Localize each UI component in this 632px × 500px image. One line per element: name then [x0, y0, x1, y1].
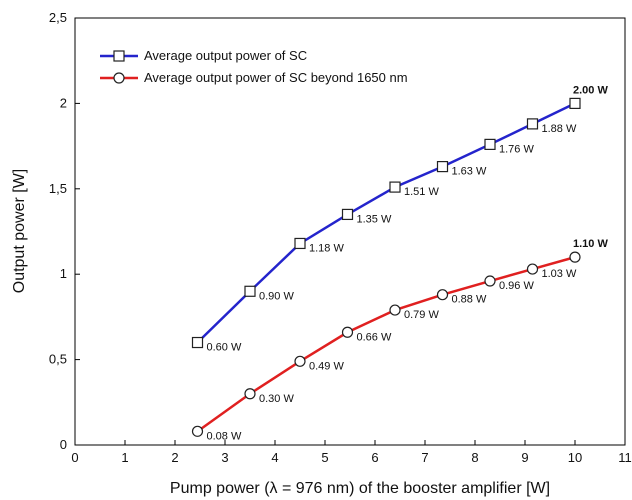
- data-label: 0.30 W: [259, 393, 294, 405]
- data-label: 2.00 W: [573, 84, 608, 96]
- x-tick-label: 1: [121, 450, 128, 465]
- data-point-circle: [341, 326, 354, 338]
- data-point-square: [294, 237, 306, 250]
- data-point-circle: [436, 289, 449, 301]
- y-tick-label: 1,5: [49, 181, 67, 196]
- y-tick-label: 2,5: [49, 10, 67, 25]
- data-point-square: [341, 208, 354, 221]
- y-tick-label: 0: [60, 437, 67, 452]
- data-label: 0.49 W: [309, 360, 344, 372]
- data-label: 1.18 W: [309, 242, 344, 254]
- x-tick-label: 9: [521, 450, 528, 465]
- data-label: 0.79 W: [404, 309, 439, 321]
- y-tick-label: 1: [60, 266, 67, 281]
- data-label: 1.03 W: [542, 268, 577, 280]
- x-tick-label: 3: [221, 450, 228, 465]
- data-label: 1.88 W: [542, 123, 577, 135]
- data-label: 1.35 W: [357, 213, 392, 225]
- data-label: 0.60 W: [207, 342, 242, 354]
- x-tick-label: 7: [421, 450, 428, 465]
- data-label: 0.96 W: [499, 280, 534, 292]
- x-tick-label: 4: [271, 450, 278, 465]
- data-point-circle: [484, 275, 496, 287]
- y-axis-title: Output power [W]: [11, 169, 28, 294]
- data-point-square: [569, 97, 581, 110]
- data-label: 0.08 W: [207, 430, 242, 442]
- data-label: 0.66 W: [357, 331, 392, 343]
- data-point-square: [484, 138, 496, 150]
- x-axis-title: Pump power (λ = 976 nm) of the booster a…: [170, 480, 550, 497]
- x-tick-label: 2: [171, 450, 178, 465]
- series-layer: 0.60 W 0.90 W 1.18 W 1.35 W 1.51 W 1.63 W 1.76…: [191, 84, 608, 442]
- data-point-square: [436, 160, 449, 173]
- y-tick-label: 0,5: [49, 352, 67, 367]
- data-point-square: [526, 118, 539, 130]
- data-label: 0.88 W: [452, 294, 487, 306]
- data-label: 1.10 W: [573, 238, 608, 250]
- x-tick-label: 5: [321, 450, 328, 465]
- legend-label: Average output power of SC beyond 1650 n…: [144, 70, 408, 85]
- data-label: 0.90 W: [259, 290, 294, 302]
- data-label: 1.76 W: [499, 143, 534, 155]
- x-tick-label: 8: [471, 450, 478, 465]
- data-point-circle: [569, 251, 581, 263]
- data-label: 1.51 W: [404, 186, 439, 198]
- data-label: 1.63 W: [452, 166, 487, 178]
- plot-area: [74, 17, 626, 446]
- data-point-square: [191, 336, 204, 349]
- legend-circle-marker: [113, 72, 125, 84]
- x-tick-label: 11: [618, 450, 632, 465]
- x-tick-label: 6: [371, 450, 378, 465]
- legend: Average output power of SC Average output…: [100, 48, 408, 85]
- axis-ticks: 0 1 2 3 4 5 6 7 8 9 10 11 0 0,5 1 1,5 2 2,5: [49, 10, 632, 465]
- data-point-square: [244, 285, 256, 297]
- data-point-square: [389, 181, 401, 193]
- data-point-circle: [244, 388, 256, 400]
- legend-label: Average output power of SC: [144, 48, 307, 63]
- x-tick-label: 10: [568, 450, 582, 465]
- legend-square-marker: [113, 50, 125, 62]
- data-point-circle: [526, 263, 539, 275]
- data-point-circle: [191, 425, 204, 437]
- y-tick-label: 2: [60, 95, 67, 110]
- data-point-circle: [389, 304, 401, 316]
- x-tick-label: 0: [71, 450, 78, 465]
- data-point-circle: [294, 355, 306, 367]
